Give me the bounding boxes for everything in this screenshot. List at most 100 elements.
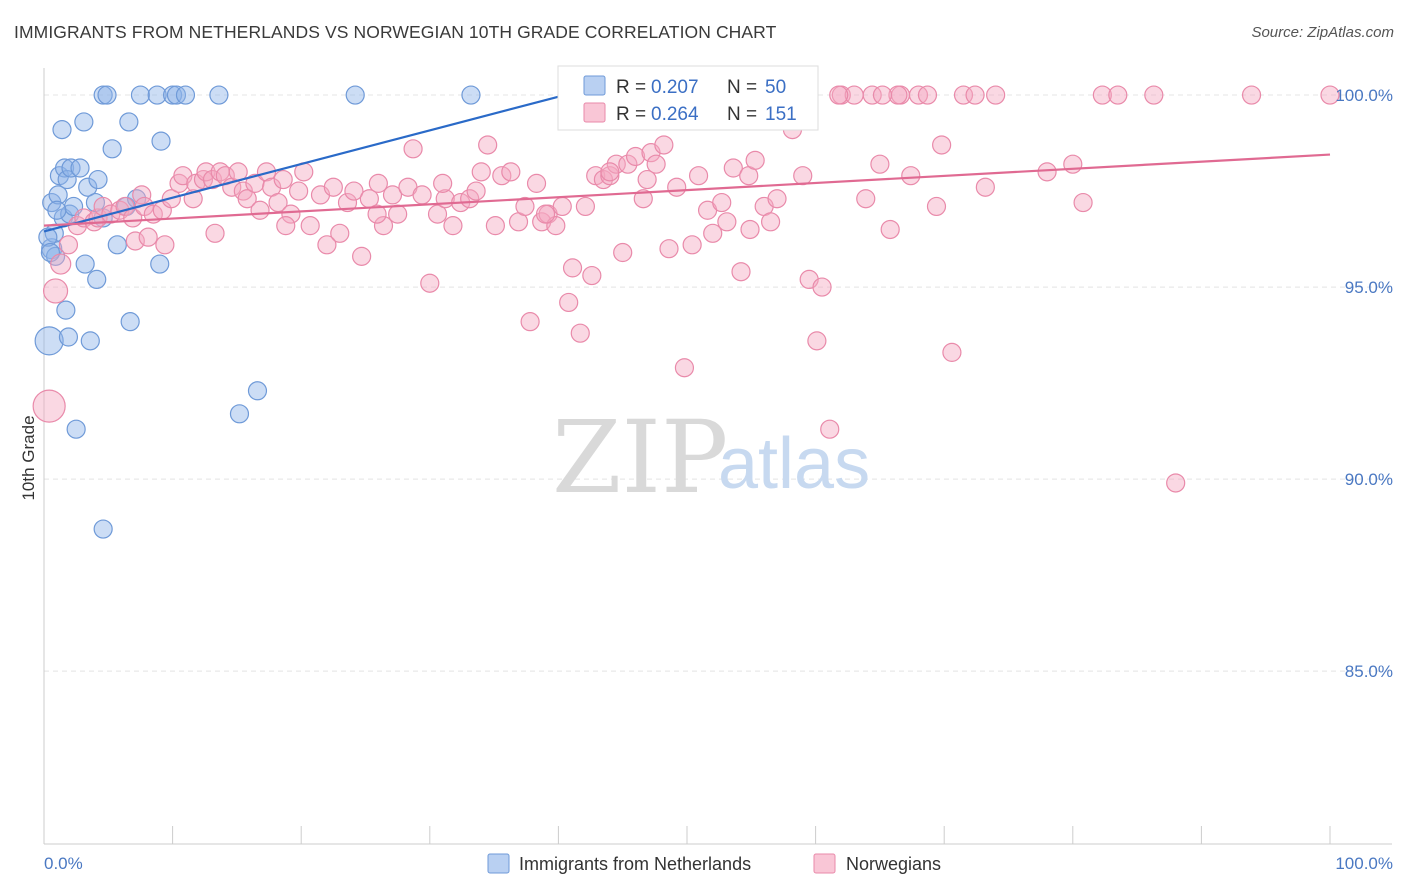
- norwegians-point: [443, 216, 463, 236]
- netherlands-point: [87, 269, 107, 290]
- norwegians-point: [330, 223, 350, 243]
- stats-n-value-norwegians: 151: [765, 104, 797, 125]
- watermark-atlas: atlas: [718, 424, 870, 504]
- norwegians-point: [745, 150, 765, 170]
- norwegians-point: [32, 389, 66, 423]
- norwegians-point: [237, 189, 257, 209]
- norwegians-point: [712, 192, 732, 213]
- netherlands-point: [150, 254, 170, 274]
- netherlands-point: [54, 158, 75, 178]
- chart-title: IMMIGRANTS FROM NETHERLANDS VS NORWEGIAN…: [14, 22, 777, 42]
- norwegians-point: [535, 204, 556, 224]
- x-tick-label-min: 0.0%: [44, 854, 83, 873]
- norwegians-point: [202, 169, 223, 190]
- norwegians-point: [965, 85, 985, 105]
- norwegians-point: [646, 154, 666, 174]
- y-tick-labels: 100.0% 95.0% 90.0% 85.0%: [1335, 86, 1393, 681]
- norwegians-point: [674, 358, 695, 378]
- norwegians-point: [501, 162, 521, 182]
- norwegians-point: [637, 169, 657, 190]
- stats-n-label-norwegians: N =: [727, 104, 762, 125]
- trend-line-norwegians: [43, 153, 1331, 227]
- norwegians-point: [901, 166, 921, 186]
- norwegians-point: [427, 204, 448, 224]
- norwegians-point: [250, 200, 270, 220]
- stats-n-label-netherlands: N =: [727, 77, 762, 98]
- norwegians-point: [613, 242, 633, 263]
- netherlands-point: [97, 85, 117, 105]
- stats-r-label-netherlands: R =: [616, 77, 651, 98]
- netherlands-point: [74, 112, 94, 132]
- netherlands-point: [130, 85, 151, 105]
- x-tick-labels: 0.0% 100.0%: [44, 854, 1393, 873]
- stats-r-value-norwegians: 0.264: [651, 104, 699, 125]
- norwegians-point: [485, 216, 505, 236]
- norwegians-point: [433, 173, 453, 193]
- norwegians-point: [1166, 473, 1186, 493]
- norwegians-point: [138, 227, 158, 247]
- netherlands-point: [102, 139, 122, 159]
- netherlands-point: [66, 419, 86, 439]
- y-tick-label: 90.0%: [1345, 470, 1393, 489]
- norwegians-point: [132, 185, 152, 205]
- norwegians-point: [625, 146, 646, 167]
- norwegians-point: [273, 169, 293, 190]
- netherlands-point: [38, 227, 58, 247]
- norwegians-point: [618, 154, 638, 174]
- norwegians-point: [820, 419, 840, 439]
- norwegians-point: [368, 173, 388, 193]
- norwegians-point: [807, 331, 827, 351]
- norwegians-point: [582, 265, 602, 286]
- norwegians-point: [205, 223, 225, 243]
- norwegians-point: [1092, 85, 1112, 105]
- netherlands-point: [93, 519, 113, 539]
- norwegians-point: [926, 196, 947, 217]
- norwegians-point: [478, 135, 498, 155]
- legend-label-netherlands: Immigrants from Netherlands: [519, 854, 751, 874]
- norwegians-point: [1144, 85, 1164, 105]
- norwegians-point: [917, 85, 938, 105]
- norwegians-point: [606, 154, 626, 174]
- stats-legend: R = 0.207 N = 50 R = 0.264 N = 151: [557, 65, 819, 131]
- norwegians-point: [323, 177, 343, 197]
- stats-r-label-norwegians: R =: [616, 104, 651, 125]
- norwegians-point: [344, 181, 364, 201]
- netherlands-point: [57, 169, 77, 190]
- norwegians-point: [667, 177, 687, 197]
- norwegians-point: [317, 235, 337, 255]
- norwegians-point: [682, 235, 702, 255]
- norwegians-point: [932, 135, 952, 155]
- norwegians-point: [403, 139, 423, 159]
- norwegians-point: [289, 181, 309, 201]
- netherlands-point: [119, 112, 139, 132]
- norwegians-point: [575, 196, 596, 217]
- norwegians-point: [337, 192, 358, 213]
- norwegians-point: [942, 342, 962, 362]
- norwegians-point: [760, 212, 781, 232]
- norwegians-point: [373, 216, 394, 236]
- y-tick-label: 85.0%: [1345, 662, 1393, 681]
- x-tick-label-max: 100.0%: [1335, 854, 1393, 873]
- y-tick-label: 95.0%: [1345, 278, 1393, 297]
- netherlands-point: [52, 120, 72, 140]
- norwegians-point: [740, 219, 760, 240]
- netherlands-point: [80, 331, 100, 351]
- netherlands-point: [247, 381, 268, 401]
- chart-source: Source: ZipAtlas.com: [1251, 24, 1394, 41]
- norwegians-point: [471, 162, 491, 182]
- norwegians-point: [50, 253, 72, 275]
- norwegians-point: [872, 85, 893, 105]
- norwegians-point: [559, 292, 579, 313]
- netherlands-point: [151, 131, 171, 151]
- norwegians-point: [367, 204, 387, 224]
- netherlands-point: [58, 327, 79, 347]
- netherlands-point: [175, 85, 196, 105]
- netherlands-point: [70, 158, 90, 178]
- stats-n-value-netherlands: 50: [765, 77, 786, 98]
- trend-line-netherlands: [43, 93, 566, 233]
- netherlands-point: [229, 404, 250, 424]
- norwegians-point: [420, 273, 440, 293]
- y-tick-label: 100.0%: [1335, 86, 1393, 105]
- stats-legend-swatch-netherlands: [583, 75, 606, 96]
- norwegians-point: [515, 196, 535, 217]
